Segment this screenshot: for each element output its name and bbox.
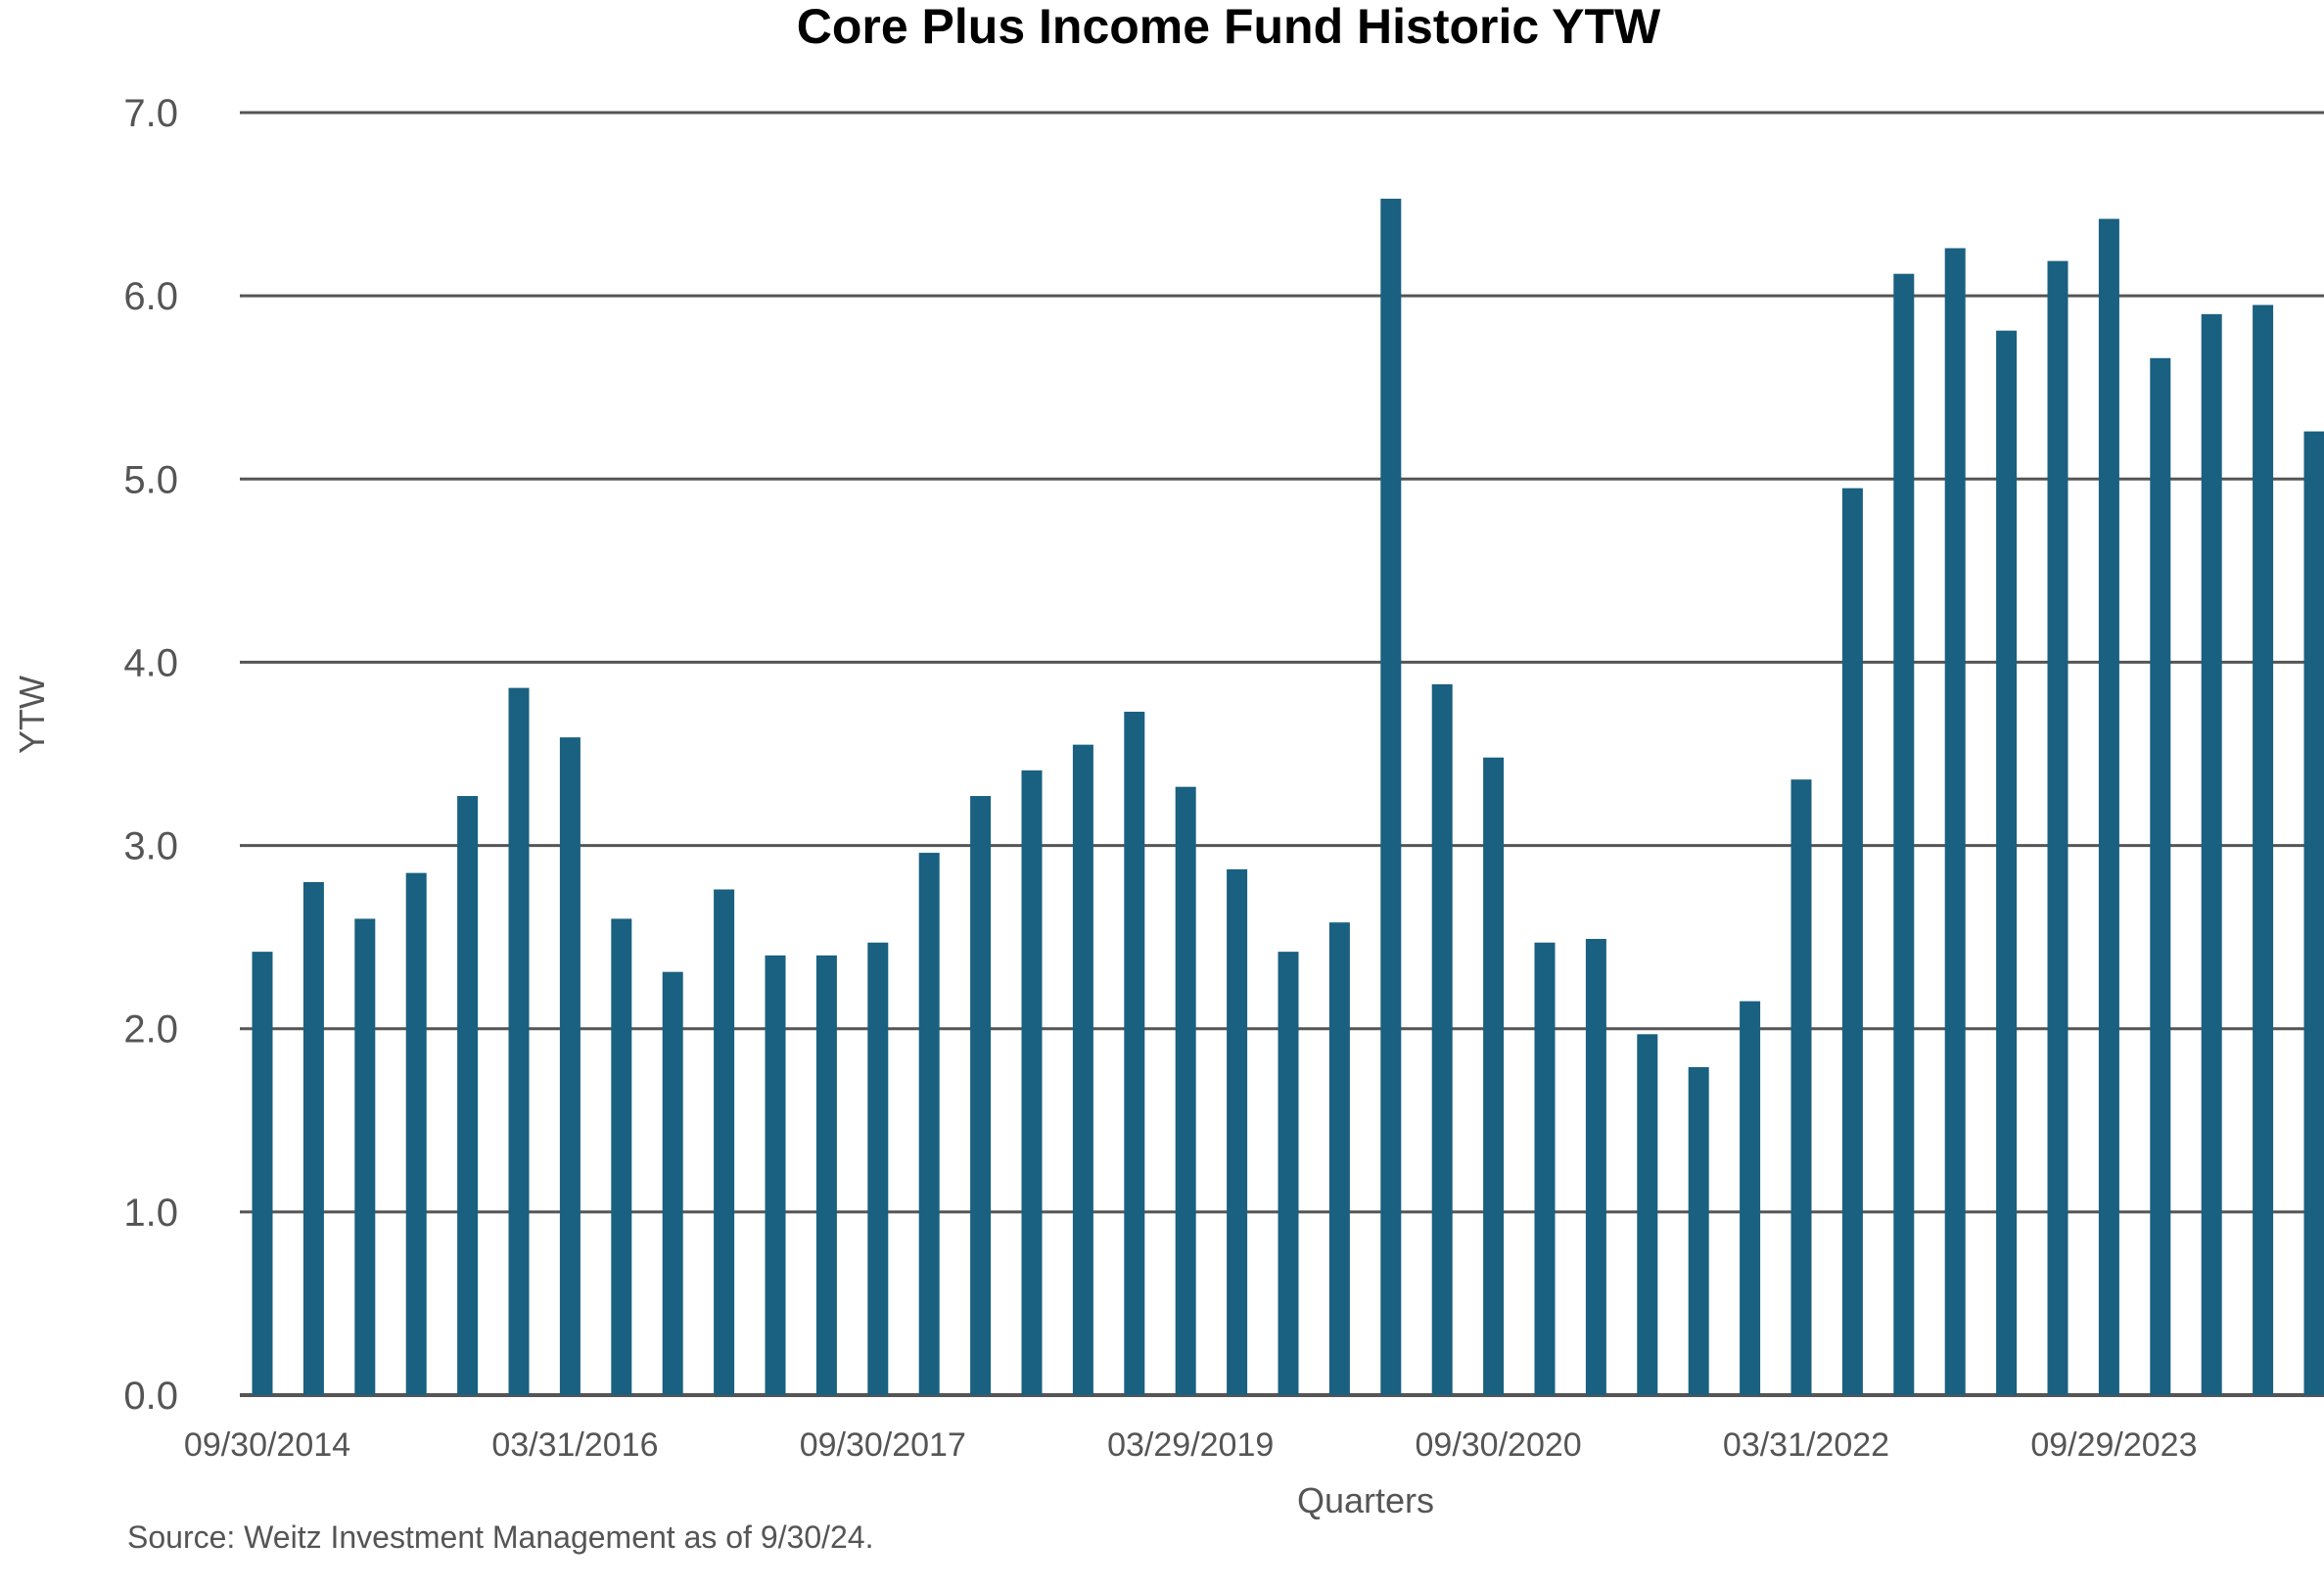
x-tick-label: 03/29/2019 (1107, 1426, 1274, 1464)
bar (1431, 683, 1453, 1395)
y-tick-label: 5.0 (123, 458, 178, 501)
x-tick-label: 09/29/2023 (2030, 1426, 2197, 1464)
bar (2098, 218, 2119, 1396)
bar (2303, 431, 2324, 1396)
bar (2047, 260, 2068, 1396)
bar (714, 889, 735, 1395)
bars (252, 198, 2324, 1396)
bar (405, 872, 427, 1395)
gridlines (240, 111, 2324, 1397)
x-tick-label: 09/30/2020 (1416, 1426, 1582, 1464)
y-tick-label: 2.0 (123, 1008, 178, 1051)
bar (1534, 942, 1556, 1395)
y-tick-label: 7.0 (123, 92, 178, 135)
bar (2201, 313, 2222, 1395)
x-tick-label: 03/31/2022 (1723, 1426, 1889, 1464)
bar (1944, 248, 1966, 1395)
x-axis-ticks: 09/30/2014 03/31/2016 09/30/2017 03/29/2019… (184, 1426, 2198, 1464)
x-axis-label: Quarters (1297, 1480, 1434, 1520)
bar (765, 955, 786, 1395)
bar (1072, 744, 1093, 1395)
bar (1893, 273, 1915, 1396)
bar (252, 952, 273, 1395)
bar (508, 687, 530, 1395)
chart-title: Core Plus Income Fund Historic YTW (797, 0, 1661, 54)
bar (1996, 330, 2018, 1396)
bar (662, 971, 683, 1395)
bar (970, 796, 992, 1395)
bar (302, 882, 324, 1395)
bar (918, 853, 940, 1395)
x-tick-label: 03/31/2016 (491, 1426, 658, 1464)
y-tick-label: 3.0 (123, 825, 178, 868)
bar (1328, 922, 1350, 1395)
bar (1585, 939, 1606, 1395)
y-axis-ticks: 0.0 1.0 2.0 3.0 4.0 5.0 6.0 7.0 (123, 92, 178, 1418)
bar (2150, 357, 2171, 1395)
y-tick-label: 4.0 (123, 641, 178, 684)
bar (815, 955, 837, 1395)
y-tick-label: 1.0 (123, 1191, 178, 1235)
bar (457, 796, 479, 1395)
bar (559, 737, 581, 1395)
source-note: Source: Weitz Investment Management as o… (127, 1519, 873, 1555)
bar (1021, 770, 1043, 1395)
x-tick-label: 09/30/2014 (184, 1426, 350, 1464)
x-tick-label: 09/30/2017 (800, 1426, 966, 1464)
y-tick-label: 0.0 (123, 1375, 178, 1418)
bar (1637, 1034, 1658, 1395)
y-axis-label: YTW (12, 676, 52, 754)
bar (1790, 779, 1812, 1395)
bar (1124, 711, 1145, 1395)
bar (354, 918, 376, 1395)
bar (2253, 304, 2274, 1395)
bar (1841, 488, 1863, 1396)
bar (1278, 952, 1299, 1395)
bar (1380, 198, 1402, 1395)
bar (1227, 868, 1248, 1395)
bar (611, 918, 632, 1395)
bar (1483, 757, 1505, 1395)
bar (1688, 1067, 1709, 1395)
bar (867, 942, 889, 1395)
y-tick-label: 6.0 (123, 275, 178, 318)
bar (1175, 786, 1196, 1395)
bar (1740, 1001, 1761, 1395)
